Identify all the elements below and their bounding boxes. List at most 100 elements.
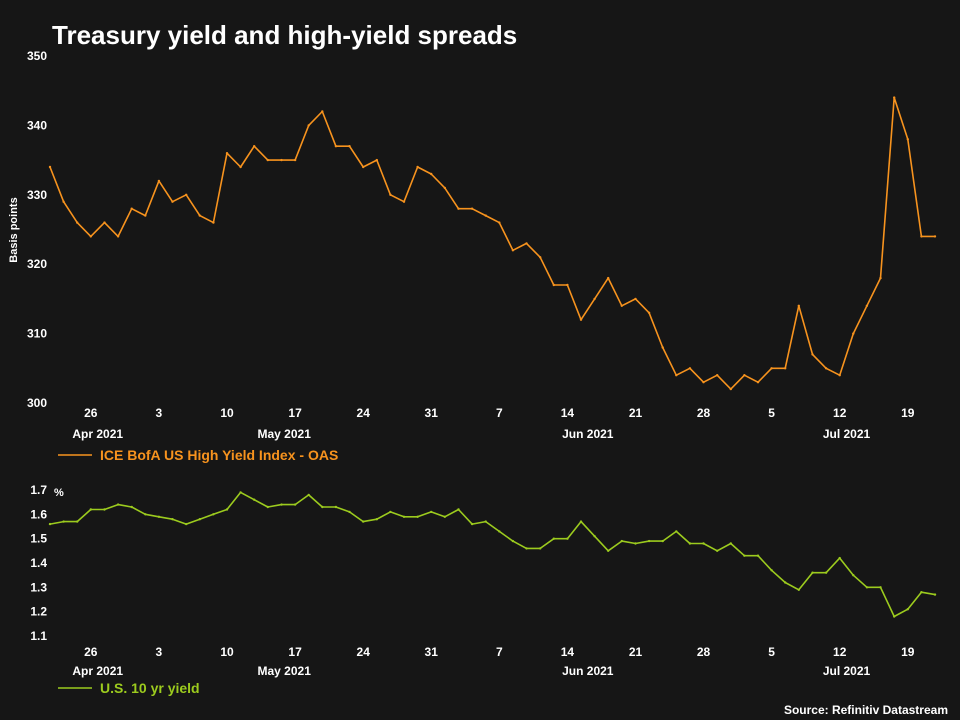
data-point-oas: [430, 172, 433, 176]
data-point-10yr: [348, 510, 351, 514]
source-note: Source: Refinitiv Datastream: [784, 703, 948, 717]
data-point-10yr: [511, 539, 515, 543]
data-point-10yr: [620, 539, 623, 543]
data-point-10yr: [675, 530, 678, 533]
data-point-10yr: [76, 520, 79, 523]
series-line-oas: [49, 96, 935, 390]
data-point-oas: [89, 235, 93, 238]
x-tick-label: 10: [220, 406, 234, 420]
data-point-oas: [198, 214, 201, 217]
data-point-10yr: [157, 515, 161, 518]
data-point-10yr: [116, 503, 120, 506]
data-point-10yr: [879, 586, 882, 589]
data-point-oas: [157, 179, 161, 183]
data-point-10yr: [688, 542, 692, 545]
y-tick-label: 1.2: [30, 605, 47, 619]
data-point-oas: [402, 200, 406, 203]
data-point-10yr: [375, 518, 378, 521]
legend-entry-oas: ICE BofA US High Yield Index - OAS: [100, 447, 338, 463]
data-point-10yr: [539, 547, 542, 550]
data-point-10yr: [607, 549, 610, 552]
data-point-oas: [539, 256, 542, 259]
y-tick-label: 1.5: [30, 532, 47, 546]
data-point-10yr: [566, 537, 569, 540]
data-point-10yr: [321, 505, 324, 509]
x-tick-label: 10: [220, 645, 234, 659]
month-label: Jun 2021: [562, 664, 614, 678]
data-point-10yr: [416, 515, 419, 518]
data-point-10yr: [362, 520, 365, 523]
chart-title: Treasury yield and high-yield spreads: [52, 20, 517, 50]
data-point-oas: [716, 374, 719, 377]
data-point-oas: [334, 145, 338, 148]
data-point-oas: [852, 332, 855, 335]
data-point-oas: [484, 214, 487, 217]
data-point-10yr: [811, 571, 814, 574]
data-point-10yr: [729, 542, 732, 545]
data-point-oas: [76, 221, 79, 224]
legend-entry-10yr: U.S. 10 yr yield: [100, 680, 200, 696]
data-point-10yr: [293, 503, 297, 506]
data-point-oas: [416, 165, 419, 169]
data-point-oas: [920, 235, 923, 238]
data-point-oas: [375, 158, 378, 162]
month-label: Apr 2021: [72, 664, 123, 678]
data-point-oas: [756, 381, 760, 384]
y-tick-label: 320: [27, 257, 47, 271]
data-point-10yr: [498, 530, 501, 533]
data-point-oas: [62, 200, 65, 203]
x-tick-label: 19: [901, 406, 915, 420]
spread-axis-label: Basis points: [8, 197, 20, 262]
x-tick-label: 7: [496, 645, 503, 659]
data-point-oas: [797, 304, 800, 307]
data-point-10yr: [430, 510, 433, 514]
x-tick-label: 26: [84, 406, 98, 420]
data-point-10yr: [865, 586, 869, 589]
y-tick-label: 310: [27, 327, 47, 341]
data-point-oas: [171, 200, 174, 203]
data-point-10yr: [103, 508, 106, 511]
spread-x-ticks: 26 3 10 17 24 31 7 14 21 28 5 12 19: [84, 406, 915, 420]
data-point-10yr: [893, 615, 896, 618]
data-point-oas: [824, 367, 828, 370]
yield-axis-unit: %: [54, 487, 64, 499]
data-point-10yr: [702, 542, 705, 545]
data-point-10yr: [470, 522, 474, 526]
data-point-10yr: [253, 498, 256, 501]
data-point-oas: [525, 242, 528, 245]
y-tick-label: 1.7: [30, 483, 47, 497]
data-point-10yr: [933, 593, 937, 596]
data-point-10yr: [443, 515, 446, 518]
data-point-10yr: [130, 505, 133, 509]
data-point-10yr: [797, 588, 800, 591]
month-label: Jul 2021: [823, 427, 871, 441]
y-tick-label: 300: [27, 396, 47, 410]
y-tick-label: 1.6: [30, 507, 47, 521]
data-point-oas: [893, 96, 896, 99]
data-point-10yr: [756, 554, 760, 557]
spread-y-ticks: 300 310 320 330 340 350: [27, 49, 47, 410]
data-point-10yr: [266, 505, 269, 509]
data-point-10yr: [852, 574, 855, 577]
data-point-10yr: [838, 556, 841, 560]
data-point-oas: [321, 110, 324, 113]
data-point-oas: [457, 207, 460, 210]
data-point-10yr: [280, 503, 283, 506]
data-point-oas: [702, 381, 705, 384]
data-point-oas: [838, 374, 841, 377]
data-point-oas: [879, 276, 882, 280]
data-point-oas: [865, 304, 869, 307]
data-point-oas: [185, 193, 188, 196]
data-point-oas: [729, 387, 732, 391]
data-point-oas: [620, 304, 623, 307]
data-point-10yr: [225, 508, 229, 511]
data-point-oas: [239, 165, 242, 169]
data-point-oas: [906, 138, 909, 141]
x-tick-label: 7: [496, 406, 503, 420]
x-tick-label: 24: [357, 645, 371, 659]
data-point-10yr: [593, 535, 596, 538]
yield-y-ticks: 1.1 1.2 1.3 1.4 1.5 1.6 1.7: [30, 483, 47, 643]
data-point-oas: [307, 124, 310, 127]
month-label: Jul 2021: [823, 664, 871, 678]
